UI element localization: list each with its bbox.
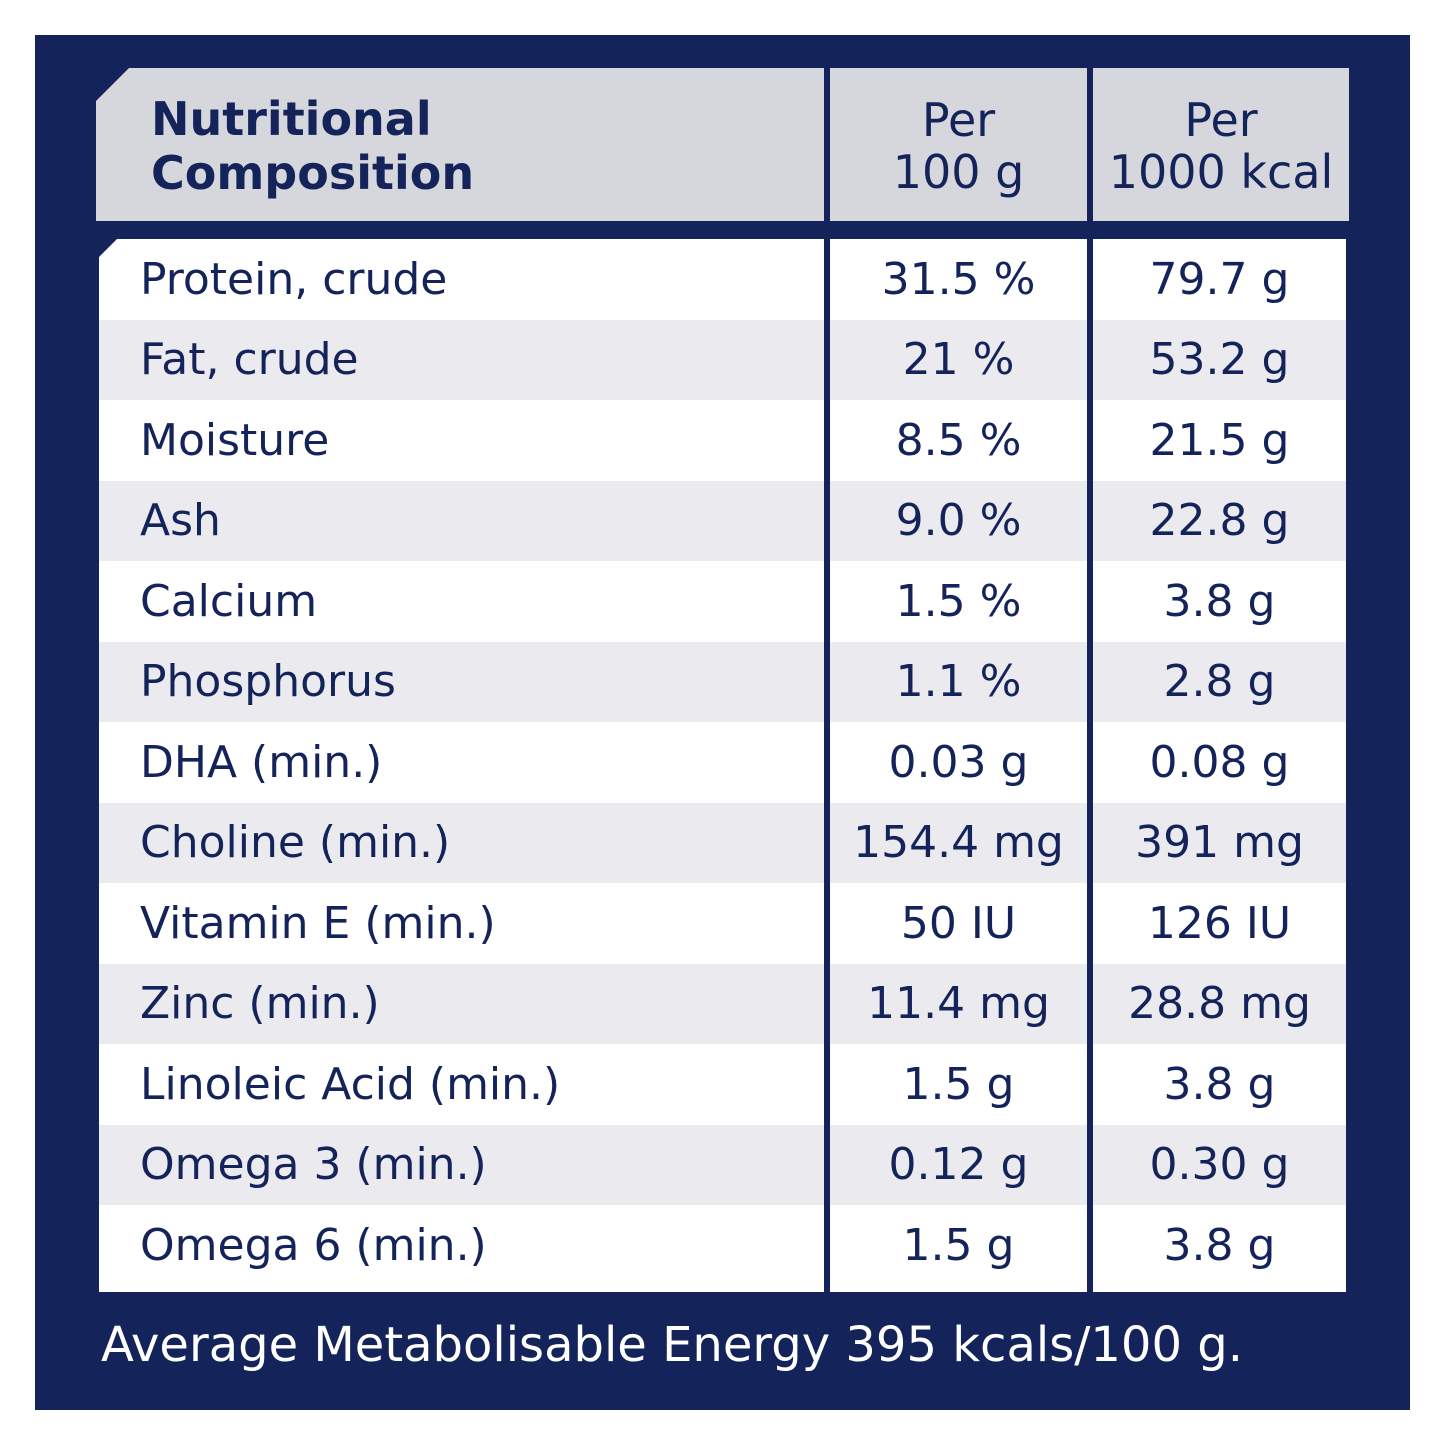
per-100g-value: 1.5 g xyxy=(902,1219,1015,1271)
per-100g-value: 8.5 % xyxy=(895,414,1022,466)
header-col1-line2: 100 g xyxy=(892,145,1025,199)
nutrient-name: Vitamin E (min.) xyxy=(140,897,496,949)
per-100g-value: 50 IU xyxy=(900,897,1017,949)
per-1000kcal-value: 3.8 g xyxy=(1163,1219,1276,1271)
per-1000kcal-value: 391 mg xyxy=(1093,802,1346,883)
nutrient-name: Calcium xyxy=(140,575,318,627)
nutrient-name: Omega 6 (min.) xyxy=(140,1219,487,1271)
nutrient-name: Ash xyxy=(99,480,824,561)
per-1000kcal-value: 22.8 g xyxy=(1093,480,1346,561)
per-1000kcal-column: 79.7 g 53.2 g 21.5 g 22.8 g 3.8 g 2.8 g 0.08 g… xyxy=(1093,239,1346,1292)
nutrient-name: Linoleic Acid (min.) xyxy=(140,1058,561,1110)
header-label-cell: Nutritional Composition xyxy=(96,68,824,221)
per-100g-value: 11.4 mg xyxy=(830,963,1087,1044)
nutrient-name: Choline (min.) xyxy=(99,802,824,883)
per-100g-value: 0.12 g xyxy=(830,1124,1087,1205)
per-100g-value: 1.5 % xyxy=(895,575,1022,627)
per-1000kcal-value: 0.08 g xyxy=(1149,736,1290,788)
per-100g-value: 1.1 % xyxy=(830,641,1087,722)
nutrient-name: Protein, crude xyxy=(140,253,448,305)
nutrient-name: Fat, crude xyxy=(99,319,824,400)
nutrient-name: Zinc (min.) xyxy=(99,963,824,1044)
per-1000kcal-value: 2.8 g xyxy=(1093,641,1346,722)
header-per-1000kcal-cell: Per 1000 kcal xyxy=(1093,68,1349,221)
per-100g-value: 0.03 g xyxy=(888,736,1029,788)
nutrient-name: Omega 3 (min.) xyxy=(99,1124,824,1205)
per-1000kcal-value: 53.2 g xyxy=(1093,319,1346,400)
header-label-line1: Nutritional xyxy=(151,92,432,146)
nutrition-panel: Nutritional Composition Per 100 g Per 10… xyxy=(35,35,1410,1410)
per-1000kcal-value: 79.7 g xyxy=(1149,253,1290,305)
per-100g-value: 1.5 g xyxy=(902,1058,1015,1110)
per-100g-value: 21 % xyxy=(830,319,1087,400)
nutrient-name: Moisture xyxy=(140,414,330,466)
energy-footnote: Average Metabolisable Energy 395 kcals/1… xyxy=(101,1317,1243,1373)
per-100g-column: 31.5 % 21 % 8.5 % 9.0 % 1.5 % 1.1 % 0.03 g 154.… xyxy=(830,239,1087,1292)
per-1000kcal-value: 3.8 g xyxy=(1163,575,1276,627)
header-label-line2: Composition xyxy=(151,146,475,200)
nutrient-name: Phosphorus xyxy=(99,641,824,722)
per-1000kcal-value: 126 IU xyxy=(1147,897,1292,949)
per-100g-value: 154.4 mg xyxy=(830,802,1087,883)
per-100g-value: 31.5 % xyxy=(881,253,1036,305)
per-1000kcal-value: 3.8 g xyxy=(1163,1058,1276,1110)
per-1000kcal-value: 0.30 g xyxy=(1093,1124,1346,1205)
nutrient-name-column: Protein, crude Fat, crude Moisture Ash Calci… xyxy=(99,239,824,1292)
header-col1-line1: Per xyxy=(921,93,996,147)
nutrient-name: DHA (min.) xyxy=(140,736,383,788)
per-1000kcal-value: 28.8 mg xyxy=(1093,963,1346,1044)
header-per-100g-cell: Per 100 g xyxy=(830,68,1087,221)
per-1000kcal-value: 21.5 g xyxy=(1149,414,1290,466)
header-col2-line2: 1000 kcal xyxy=(1108,145,1334,199)
header-col2-line1: Per xyxy=(1184,93,1258,147)
per-100g-value: 9.0 % xyxy=(830,480,1087,561)
